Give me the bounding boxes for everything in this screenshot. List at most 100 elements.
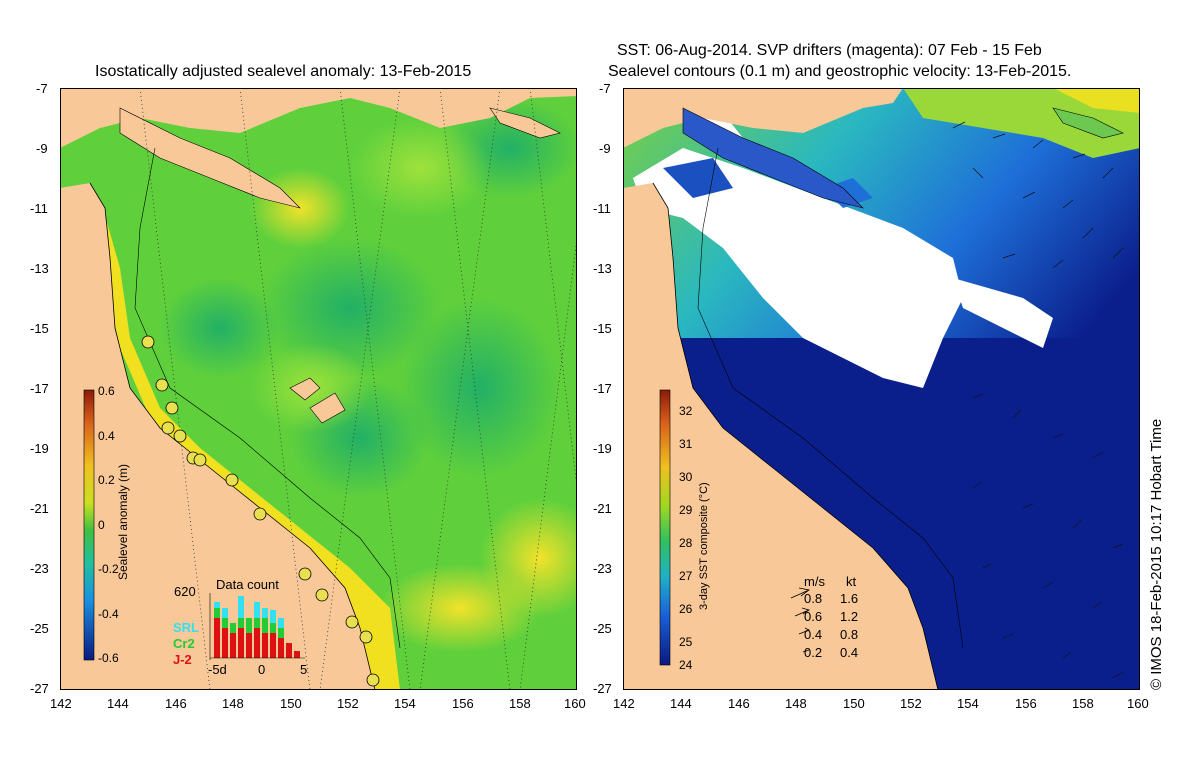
- lon-tick: 142: [613, 696, 635, 711]
- new-guinea-landmass: [60, 88, 577, 148]
- sla-tick: -0.4: [98, 607, 119, 621]
- velocity-legend-ms: 0.8: [804, 591, 823, 606]
- coastline: [89, 182, 376, 690]
- velocity-legend-unit-ms: m/s: [804, 574, 825, 589]
- sst-warm-region: [903, 88, 1140, 158]
- australia-landmass: [60, 183, 375, 690]
- sst-tick: 32: [679, 404, 693, 418]
- island: [289, 377, 321, 401]
- island: [489, 107, 561, 139]
- sla-tick: -0.2: [98, 562, 119, 576]
- lon-tick: 148: [785, 696, 807, 711]
- lat-tick: -9: [599, 141, 611, 156]
- lat-tick: -13: [593, 261, 612, 276]
- velocity-legend-ms: 0.2: [804, 645, 823, 660]
- right-map-title-line1: SST: 06-Aug-2014. SVP drifters (magenta)…: [617, 42, 1042, 59]
- sst-warm-region: [1053, 88, 1140, 113]
- data-count-max: 620: [174, 584, 196, 599]
- lon-tick: 150: [280, 696, 302, 711]
- papua-peninsula: [119, 107, 301, 209]
- lat-tick: -7: [599, 81, 611, 96]
- lat-tick: -19: [593, 441, 612, 456]
- shelf-contour: [697, 147, 964, 649]
- sla-tick: 0: [98, 518, 105, 532]
- island: [1052, 107, 1124, 139]
- lon-tick: 158: [1072, 696, 1094, 711]
- imos-credit: © IMOS 18-Feb-2015 10:17 Hobart Time: [1148, 418, 1165, 690]
- velocity-legend-kt: 1.6: [840, 591, 859, 606]
- sla-colorbar: [83, 389, 95, 661]
- velocity-legend-ms: 0.4: [804, 627, 823, 642]
- lat-tick: -13: [30, 261, 49, 276]
- histogram-xtick: 0: [258, 662, 266, 677]
- sla-tick: 0.4: [98, 429, 115, 443]
- lon-tick: 160: [1127, 696, 1149, 711]
- lon-tick: 144: [670, 696, 692, 711]
- lat-tick: -21: [30, 501, 49, 516]
- lat-tick: -7: [36, 81, 48, 96]
- tide-gauge-markers: [141, 335, 380, 687]
- lat-tick: -11: [593, 201, 611, 216]
- lat-tick: -25: [593, 621, 612, 636]
- lat-tick: -19: [30, 441, 49, 456]
- lon-tick: 158: [509, 696, 531, 711]
- lat-tick: -15: [593, 321, 612, 336]
- sst-tick: 28: [679, 536, 693, 550]
- lat-tick: -21: [593, 501, 612, 516]
- sst-tick: 31: [679, 437, 693, 451]
- sea-level-anomaly-map: [60, 88, 577, 690]
- sst-tick: 26: [679, 602, 693, 616]
- sst-colorbar-label: 3-day SST composite (°C): [698, 482, 710, 610]
- lon-tick: 154: [957, 696, 979, 711]
- lon-tick: 152: [337, 696, 359, 711]
- velocity-legend-arrows: [790, 587, 810, 653]
- sst-tick: 30: [679, 470, 693, 484]
- lon-tick: 152: [900, 696, 922, 711]
- lon-tick: 146: [728, 696, 750, 711]
- left-map-title: Isostatically adjusted sealevel anomaly:…: [95, 63, 472, 80]
- legend-j2: J-2: [173, 652, 192, 667]
- legend-cr2: Cr2: [173, 636, 195, 651]
- shelf-contour: [134, 147, 401, 649]
- sst-tick: 27: [679, 569, 693, 583]
- lat-tick: -27: [593, 681, 612, 696]
- sla-tick: 0.6: [98, 384, 115, 398]
- sla-tick: -0.6: [98, 651, 119, 665]
- lon-tick: 156: [1015, 696, 1037, 711]
- lon-tick: 144: [107, 696, 129, 711]
- island: [309, 392, 346, 424]
- lon-tick: 142: [50, 696, 72, 711]
- map-frame: [60, 88, 577, 690]
- right-map-title-line2: Sealevel contours (0.1 m) and geostrophi…: [608, 63, 1072, 80]
- negative-anomaly-region: [400, 298, 560, 478]
- velocity-legend-ms: 0.6: [804, 609, 823, 624]
- lon-tick: 146: [165, 696, 187, 711]
- lat-tick: -27: [30, 681, 49, 696]
- histogram-xtick: 5: [300, 662, 308, 677]
- histogram-xtick: -5d: [208, 662, 227, 677]
- lat-tick: -11: [30, 201, 48, 216]
- velocity-legend-kt: 0.8: [840, 627, 859, 642]
- lon-tick: 150: [843, 696, 865, 711]
- positive-anomaly-region: [350, 118, 490, 218]
- sst-tick: 25: [679, 635, 693, 649]
- negative-anomaly-region: [260, 238, 440, 378]
- lat-tick: -23: [30, 561, 49, 576]
- new-guinea-landmass: [623, 88, 903, 148]
- lat-tick: -15: [30, 321, 49, 336]
- sst-tick: 29: [679, 503, 693, 517]
- lon-tick: 148: [222, 696, 244, 711]
- legend-srl: SRL: [173, 620, 199, 635]
- cloud-mask: [633, 148, 963, 388]
- map-frame: [623, 88, 1140, 690]
- sst-map: [623, 88, 1140, 690]
- lat-tick: -17: [593, 381, 612, 396]
- cloud-mask: [953, 278, 1053, 348]
- lon-tick: 160: [564, 696, 586, 711]
- velocity-legend-kt: 1.2: [840, 609, 859, 624]
- lat-tick: -25: [30, 621, 49, 636]
- lat-tick: -17: [30, 381, 49, 396]
- data-count-histogram: [209, 593, 305, 660]
- sst-tick: 24: [679, 658, 693, 672]
- lon-tick: 156: [452, 696, 474, 711]
